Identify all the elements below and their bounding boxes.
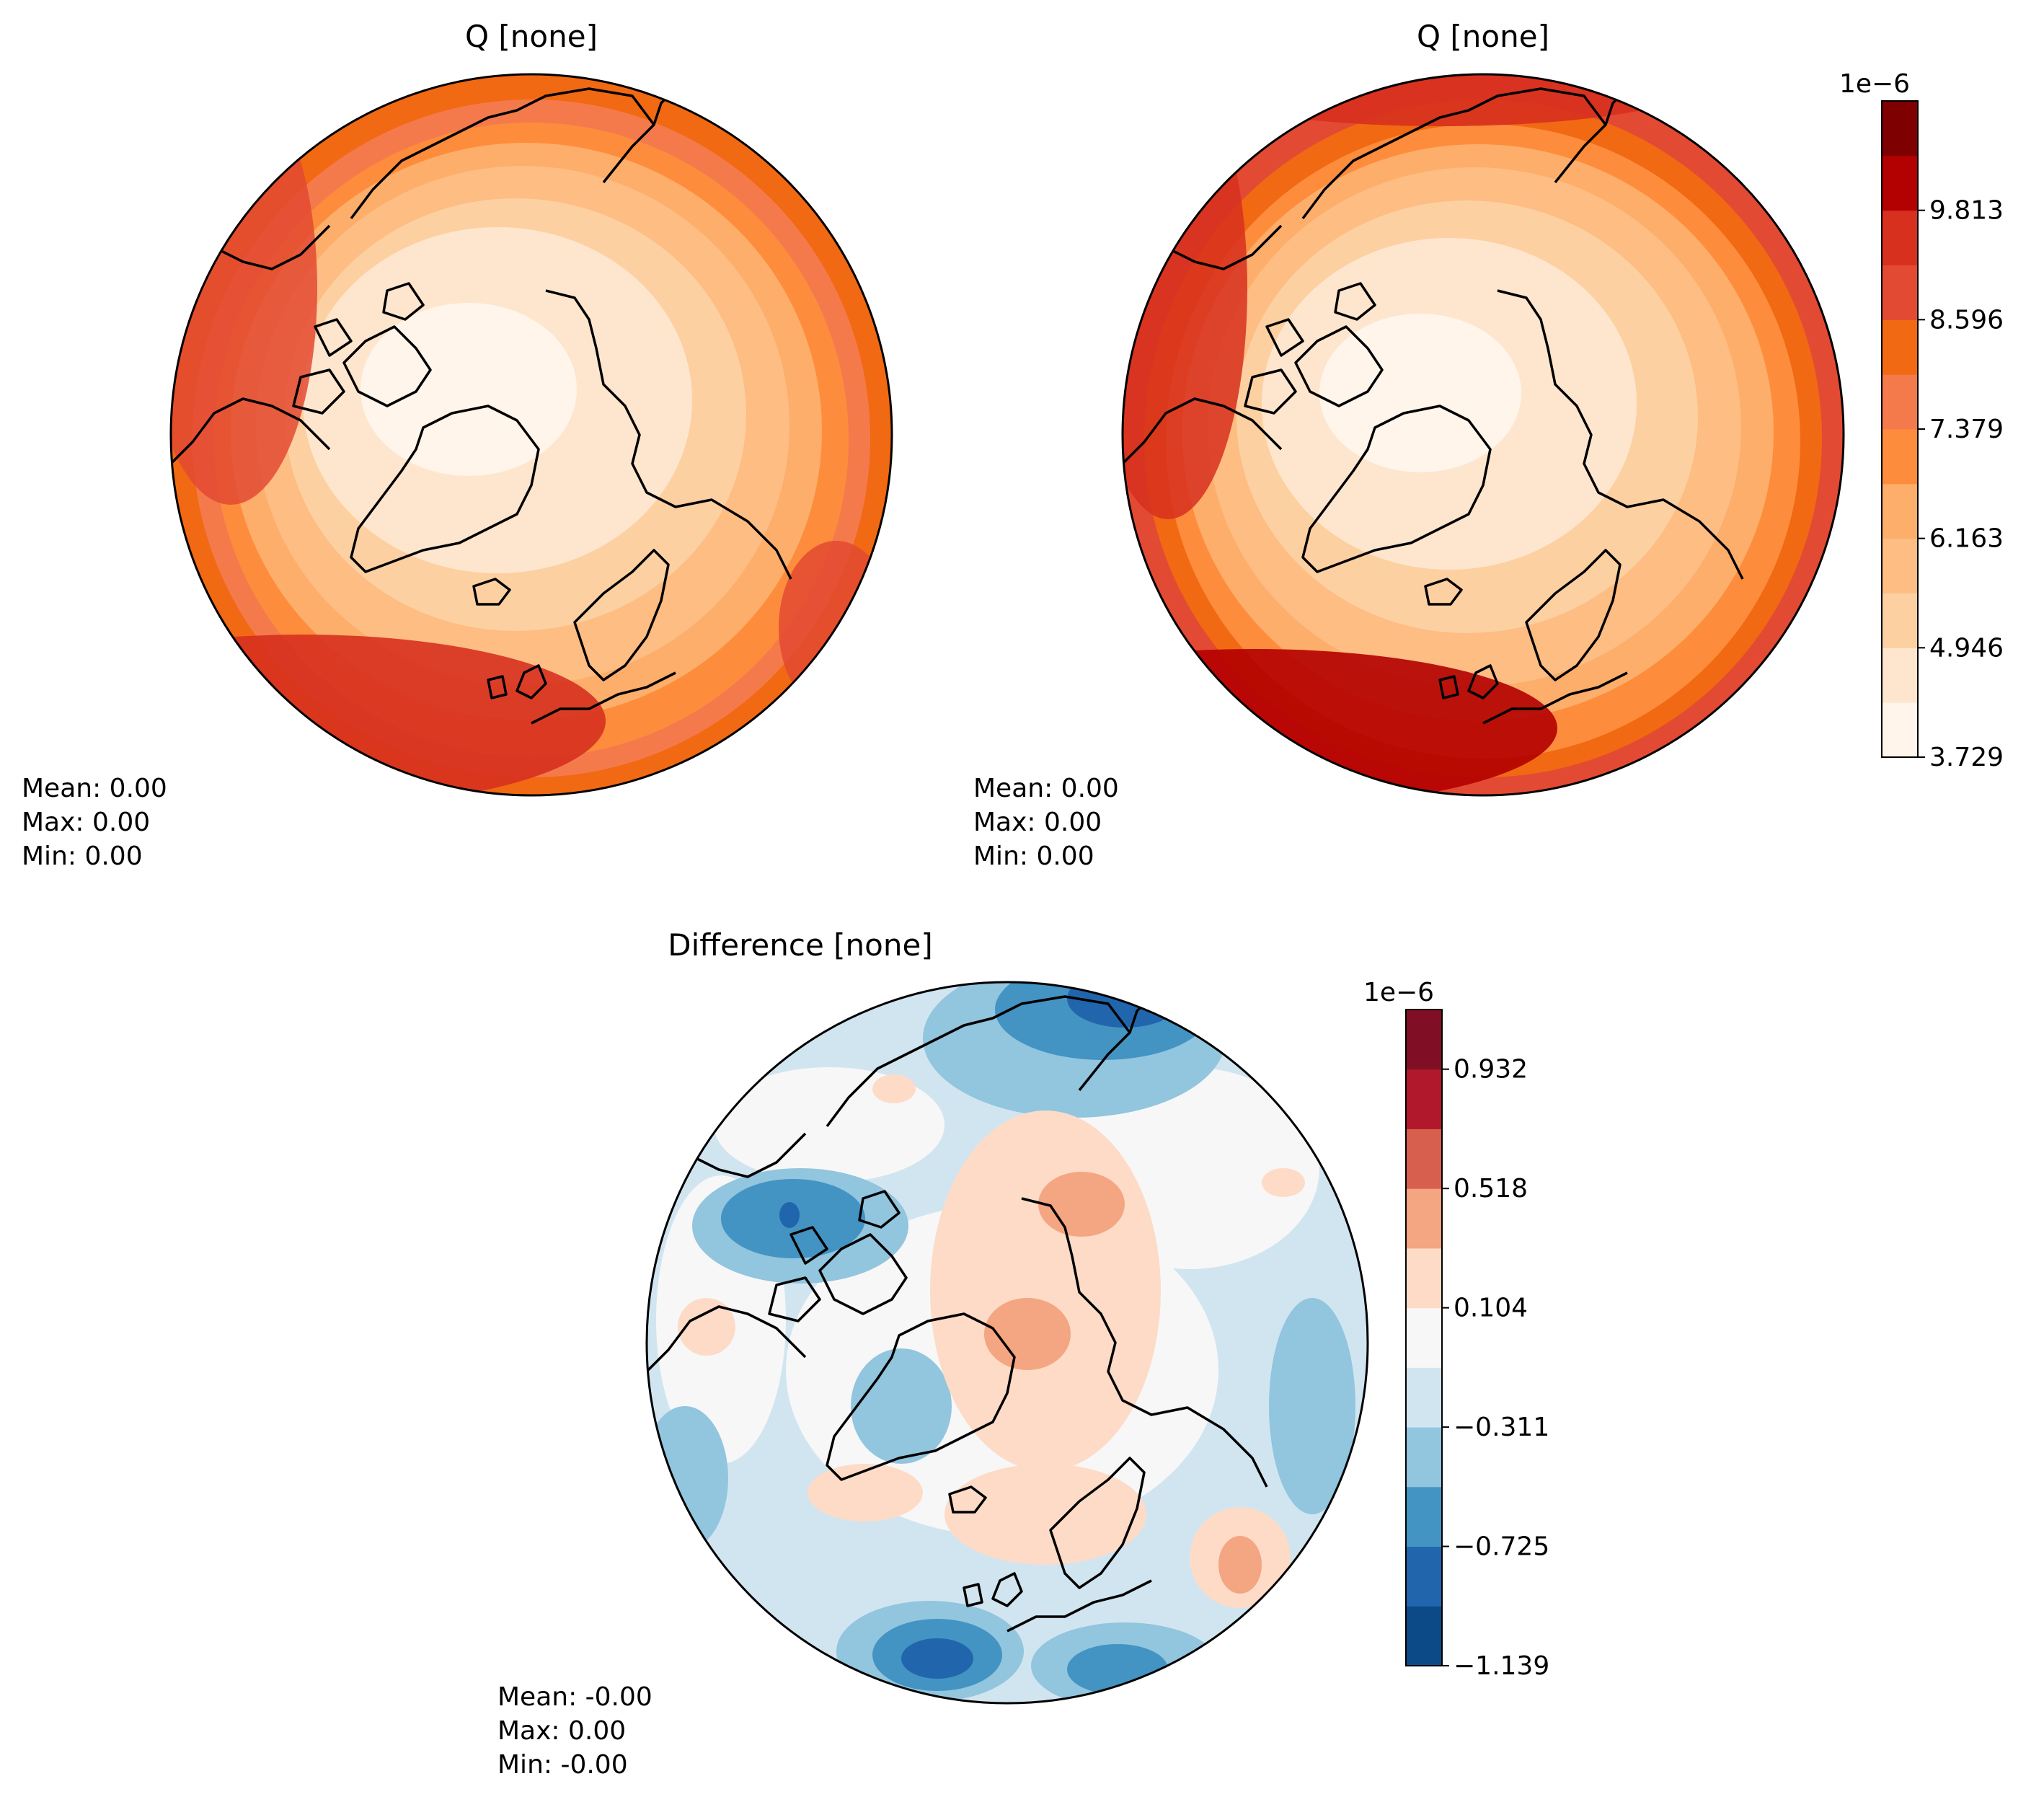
panel-2-min: Min: 0.00: [973, 842, 1094, 871]
colorbar-q-swatch: [1882, 429, 1918, 485]
panel-3-max: Max: 0.00: [497, 1716, 626, 1746]
colorbar-diff: 1e−6 −1.139 −0.725 −0.311 0.104 0.518 0.932: [1363, 978, 1549, 1681]
panel-1-mean: Mean: 0.00: [22, 774, 167, 803]
colorbar-diff-swatch: [1406, 1188, 1442, 1249]
colorbar-diff-tick-label: 0.518: [1454, 1174, 1528, 1203]
map-panel-3: Difference [none]: [497, 927, 1369, 1780]
colorbar-q-swatch: [1882, 374, 1918, 430]
colorbar-diff-swatch: [1406, 1129, 1442, 1189]
colorbar-q-tick-label: 6.163: [1929, 524, 2004, 554]
colorbar-q-swatch: [1882, 648, 1918, 703]
colorbar-q-swatch: [1882, 593, 1918, 648]
colorbar-diff-swatches: [1406, 1010, 1442, 1666]
panel-1-title: Q [none]: [465, 19, 598, 54]
colorbar-diff-tick-label: 0.932: [1454, 1055, 1528, 1085]
colorbar-q-tick-label: 9.813: [1929, 196, 2004, 226]
colorbar-q-swatch: [1882, 265, 1918, 320]
panel-3-mean: Mean: -0.00: [497, 1682, 652, 1712]
colorbar-diff-exponent: 1e−6: [1363, 978, 1434, 1007]
colorbar-q-swatch: [1882, 483, 1918, 539]
colorbar-diff-swatch: [1406, 1307, 1442, 1368]
panel-2-max: Max: 0.00: [973, 808, 1102, 837]
colorbar-q-swatch: [1882, 210, 1918, 265]
colorbar-q-swatch: [1882, 319, 1918, 375]
colorbar-diff-swatch: [1406, 1069, 1442, 1129]
colorbar-q-exponent: 1e−6: [1839, 69, 1910, 99]
colorbar-diff-swatch: [1406, 1247, 1442, 1309]
colorbar-q-swatch: [1882, 155, 1918, 211]
colorbar-diff-swatch: [1406, 1486, 1442, 1547]
panel-1-min: Min: 0.00: [22, 842, 143, 871]
colorbar-q-tick-label: 8.596: [1929, 305, 2004, 335]
colorbar-q-tick-label: 3.729: [1929, 743, 2004, 772]
colorbar-q-tick-label: 7.379: [1929, 415, 2004, 444]
colorbar-q-swatches: [1882, 101, 1918, 758]
colorbar-diff-tick-label: 0.104: [1454, 1294, 1528, 1323]
colorbar-q-swatch: [1882, 702, 1918, 758]
colorbar-diff-swatch: [1406, 1546, 1442, 1607]
panel-1-max: Max: 0.00: [22, 808, 150, 837]
panel-2-title: Q [none]: [1417, 19, 1549, 54]
colorbar-q-swatch: [1882, 538, 1918, 593]
colorbar-diff-swatch: [1406, 1427, 1442, 1488]
colorbar-diff-tick-label: −1.139: [1454, 1651, 1549, 1681]
colorbar-q-tick-label: 4.946: [1929, 633, 2004, 663]
panel-3-min: Min: -0.00: [497, 1750, 628, 1780]
panel-2-mean: Mean: 0.00: [973, 774, 1119, 803]
colorbar-diff-tick-label: −0.725: [1454, 1532, 1549, 1562]
colorbar-diff-swatch: [1406, 1367, 1442, 1428]
colorbar-q: 1e−6 3.729 4.946 6.163 7.379 8.596 9.813: [1839, 69, 2004, 772]
panel-3-title: Difference [none]: [668, 927, 932, 963]
colorbar-diff-swatch: [1406, 1606, 1442, 1666]
colorbar-q-swatch: [1882, 101, 1918, 156]
map-panel-1: Q [none] Mean: 0.00 Max: 0.00 Min: 0.00: [22, 19, 893, 871]
colorbar-diff-tick-label: −0.311: [1454, 1413, 1549, 1442]
map-panel-2: Q [none] Mean: 0.00 Max: 0.00 Min: 0.00: [973, 19, 1845, 871]
colorbar-diff-swatch: [1406, 1010, 1442, 1070]
